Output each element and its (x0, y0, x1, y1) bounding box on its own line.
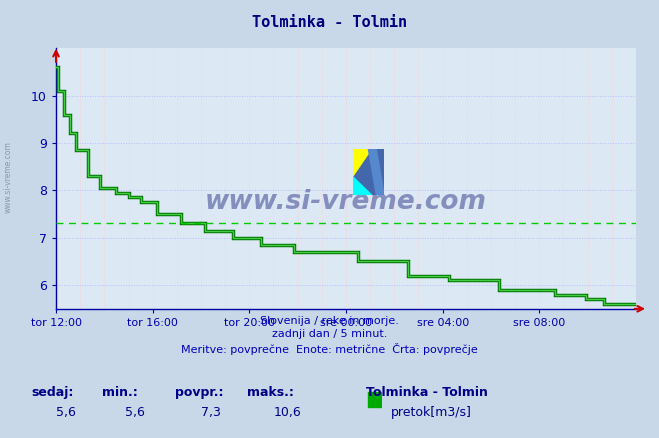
Text: Meritve: povprečne  Enote: metrične  Črta: povprečje: Meritve: povprečne Enote: metrične Črta:… (181, 343, 478, 354)
Text: 5,6: 5,6 (125, 406, 145, 420)
Bar (368, 392, 381, 407)
Polygon shape (353, 149, 372, 177)
Text: pretok[m3/s]: pretok[m3/s] (391, 406, 472, 420)
Polygon shape (353, 177, 372, 195)
Text: maks.:: maks.: (247, 386, 294, 399)
Text: min.:: min.: (102, 386, 138, 399)
Text: 5,6: 5,6 (56, 406, 76, 420)
Text: 7,3: 7,3 (201, 406, 221, 420)
Text: Tolminka - Tolmin: Tolminka - Tolmin (252, 15, 407, 30)
Text: sedaj:: sedaj: (32, 386, 74, 399)
Text: zadnji dan / 5 minut.: zadnji dan / 5 minut. (272, 329, 387, 339)
Text: Tolminka - Tolmin: Tolminka - Tolmin (366, 386, 488, 399)
Text: www.si-vreme.com: www.si-vreme.com (3, 141, 13, 213)
Text: 10,6: 10,6 (273, 406, 301, 420)
Polygon shape (368, 149, 384, 195)
Text: www.si-vreme.com: www.si-vreme.com (205, 189, 487, 215)
Text: povpr.:: povpr.: (175, 386, 223, 399)
Text: Slovenija / reke in morje.: Slovenija / reke in morje. (260, 316, 399, 326)
